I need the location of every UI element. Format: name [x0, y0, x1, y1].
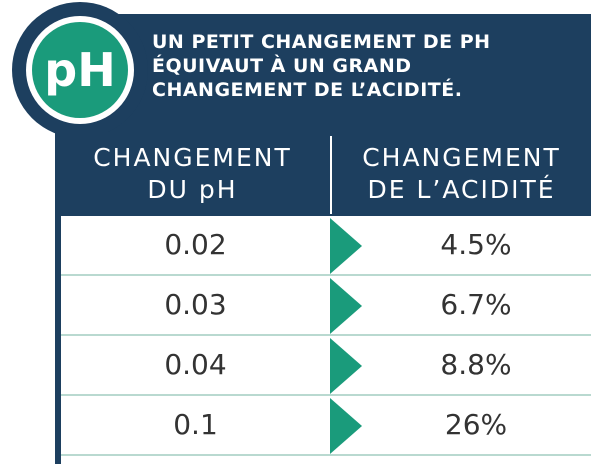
cell: 4.5%	[440, 228, 512, 261]
cell: 0.1	[173, 408, 218, 441]
cell: 26%	[444, 408, 508, 441]
header-title: UN PETIT CHANGEMENT DE PH ÉQUIVAUT À UN …	[152, 30, 491, 102]
cell: 6.7%	[440, 288, 512, 321]
left-border	[55, 216, 61, 464]
column-header: CHANGEMENT DU pH	[55, 132, 330, 216]
cell: 0.02	[164, 228, 227, 261]
cell: 0.03	[164, 288, 227, 321]
badge-text: pH	[44, 43, 115, 97]
table-row: 0.1 26%	[61, 396, 591, 456]
title-line: UN PETIT CHANGEMENT DE PH	[152, 31, 491, 53]
column-header: CHANGEMENT DE L’ACIDITÉ	[332, 132, 591, 216]
arrow	[330, 338, 362, 394]
column-header-line: CHANGEMENT	[93, 143, 292, 172]
title-line: ÉQUIVAUT À UN GRAND	[152, 55, 412, 77]
arrow	[330, 398, 362, 454]
cell: 0.04	[164, 348, 227, 381]
cell: 8.8%	[440, 348, 512, 381]
title-line: CHANGEMENT DE L’ACIDITÉ.	[152, 79, 463, 101]
column-header-line: DU pH	[147, 175, 238, 204]
column-header-line: CHANGEMENT	[362, 143, 561, 172]
table-row: 0.03 6.7%	[61, 276, 591, 336]
header-divider	[330, 136, 332, 214]
arrow	[330, 218, 362, 274]
arrow-shape	[330, 218, 362, 274]
table-row: 0.02 4.5%	[61, 216, 591, 276]
header-band	[100, 14, 591, 132]
column-header-line: DE L’ACIDITÉ	[367, 175, 556, 204]
arrow-shape	[330, 278, 362, 334]
table-row: 0.04 8.8%	[61, 336, 591, 396]
table-header: CHANGEMENT DU pH CHANGEMENT DE L’ACIDITÉ	[55, 132, 591, 216]
ph-badge: pH	[12, 2, 148, 138]
arrow-shape	[330, 338, 362, 394]
arrow-shape	[330, 398, 362, 454]
arrow	[330, 278, 362, 334]
